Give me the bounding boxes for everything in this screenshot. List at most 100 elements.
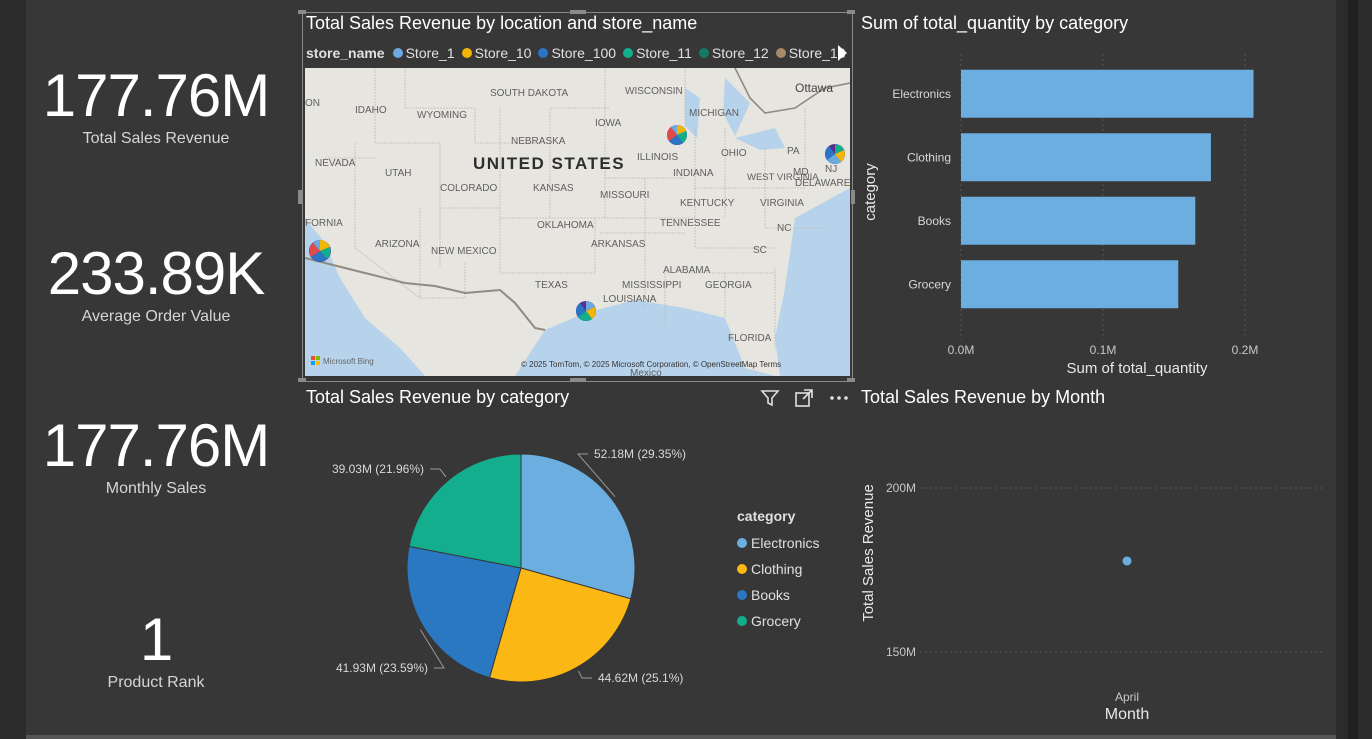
bottom-edge xyxy=(26,735,1336,739)
kpi-card-total-sales[interactable]: 177.76M Total Sales Revenue xyxy=(36,66,276,148)
state-labels: ON IDAHO WYOMING SOUTH DAKOTA WISCONSIN … xyxy=(305,81,850,376)
pie-chart[interactable]: 52.18M (29.35%) 44.62M (25.1%) 41.93M (23.… xyxy=(300,420,730,710)
pie-slice[interactable] xyxy=(520,453,636,600)
y-tick-label: Grocery xyxy=(908,277,951,291)
card-label: Monthly Sales xyxy=(105,480,207,497)
store-marker[interactable] xyxy=(825,144,845,164)
legend-label: Store_1 xyxy=(405,45,455,61)
y-tick-label: 150M xyxy=(886,645,916,659)
legend-label: Electronics xyxy=(751,535,820,551)
leader-line xyxy=(419,629,445,669)
card-value: 233.89K xyxy=(47,240,266,307)
data-point[interactable] xyxy=(1122,556,1132,566)
resize-handle[interactable] xyxy=(570,10,586,14)
country-border xyxy=(305,257,546,331)
legend-item[interactable]: Store_13 xyxy=(775,45,846,61)
legend-item[interactable]: Clothing xyxy=(737,556,819,582)
legend-item[interactable]: Electronics xyxy=(737,530,819,556)
map-label: COLORADO xyxy=(440,183,497,194)
filter-icon[interactable] xyxy=(760,388,780,413)
legend-item[interactable]: Store_12 xyxy=(698,45,769,61)
map-label: KENTUCKY xyxy=(680,198,735,209)
map-label: UTAH xyxy=(385,168,411,179)
resize-handle[interactable] xyxy=(298,378,306,382)
right-edge xyxy=(1336,0,1372,739)
more-options-icon[interactable] xyxy=(828,388,850,413)
map-label: ARKANSAS xyxy=(591,239,646,250)
left-edge xyxy=(0,0,26,739)
resize-handle[interactable] xyxy=(570,378,586,382)
y-tick-label: Clothing xyxy=(907,150,951,164)
bar[interactable] xyxy=(961,196,1196,245)
legend-label: Store_10 xyxy=(474,45,532,61)
card-label: Average Order Value xyxy=(81,308,231,325)
resize-handle[interactable] xyxy=(847,10,855,14)
leader-line xyxy=(430,468,447,478)
map-label: MISSOURI xyxy=(600,190,649,201)
bar[interactable] xyxy=(961,133,1211,182)
legend-dot-icon xyxy=(392,48,403,58)
map-title: Total Sales Revenue by location and stor… xyxy=(306,13,698,33)
pie-slice[interactable] xyxy=(488,567,632,683)
legend-dot-icon xyxy=(737,564,747,574)
store-marker[interactable] xyxy=(667,125,687,145)
legend-dot-icon xyxy=(461,48,472,58)
pie-data-label: 41.93M (23.59%) xyxy=(336,661,428,675)
legend-next-arrow-icon[interactable] xyxy=(838,45,847,61)
legend-dot-icon xyxy=(775,48,786,58)
map-label: NEBRASKA xyxy=(511,136,566,147)
month-chart[interactable]: 200M 150M April Month Total Sales Revenue xyxy=(855,420,1330,730)
legend-label: Store_12 xyxy=(711,45,769,61)
legend-dot-icon xyxy=(737,616,747,626)
bing-logo: Microsoft Bing xyxy=(311,356,374,366)
atlantic-ocean xyxy=(775,188,850,376)
map-area[interactable]: ON IDAHO WYOMING SOUTH DAKOTA WISCONSIN … xyxy=(305,68,850,376)
legend-item[interactable]: Store_1 xyxy=(392,45,455,61)
kpi-card-product-rank[interactable]: 1 Product Rank xyxy=(36,610,276,692)
pacific-ocean xyxy=(305,218,425,376)
map-label: MISSISSIPPI xyxy=(622,280,681,291)
legend-item[interactable]: Store_11 xyxy=(623,45,692,61)
bar-chart[interactable]: 0.0M 0.1M 0.2M Electronics Clothing Books Groc… xyxy=(855,40,1325,380)
legend-label: Store_11 xyxy=(636,45,692,61)
legend-label: Store_100 xyxy=(551,45,617,61)
store-marker[interactable] xyxy=(576,301,596,321)
map-label: NEW MEXICO xyxy=(431,246,497,257)
pie-slice[interactable] xyxy=(406,545,522,679)
map-label: ALABAMA xyxy=(663,265,711,276)
resize-handle[interactable] xyxy=(847,378,855,382)
legend-item[interactable]: Store_100 xyxy=(538,45,616,61)
focus-mode-icon[interactable] xyxy=(794,388,814,413)
leader-line xyxy=(578,670,592,679)
legend-item[interactable]: Store_10 xyxy=(461,45,532,61)
resize-handle[interactable] xyxy=(851,190,855,204)
canada-border xyxy=(734,68,850,114)
bar[interactable] xyxy=(961,260,1179,309)
y-tick-label: 200M xyxy=(886,481,916,495)
map-label: MICHIGAN xyxy=(689,108,739,119)
map-label: FORNIA xyxy=(305,218,343,229)
store-marker[interactable] xyxy=(309,240,331,262)
bing-label: Microsoft Bing xyxy=(323,357,374,366)
pie-slice[interactable] xyxy=(408,453,522,569)
kpi-card-average-order[interactable]: 233.89K Average Order Value xyxy=(36,244,276,326)
map-label: PA xyxy=(787,146,800,157)
legend-label: Books xyxy=(751,587,790,603)
resize-handle[interactable] xyxy=(298,190,302,204)
legend-item[interactable]: Grocery xyxy=(737,608,819,634)
bar[interactable] xyxy=(961,69,1254,118)
legend-item[interactable]: Books xyxy=(737,582,819,608)
month-chart-title: Total Sales Revenue by Month xyxy=(861,387,1106,407)
map-label: TEXAS xyxy=(535,280,568,291)
kpi-card-monthly-sales[interactable]: 177.76M Monthly Sales xyxy=(36,416,276,498)
map-label: WEST VIRGINIA xyxy=(747,172,819,183)
pie-data-label: 39.03M (21.96%) xyxy=(332,462,424,476)
map-label: FLORIDA xyxy=(728,333,772,344)
vertical-scrollbar[interactable] xyxy=(1348,0,1358,739)
bar-chart-title: Sum of total_quantity by category xyxy=(861,13,1129,33)
resize-handle[interactable] xyxy=(298,10,306,14)
pie-legend: category Electronics Clothing Books Groc… xyxy=(737,508,819,634)
pie-chart-title: Total Sales Revenue by category xyxy=(306,387,570,407)
map-label: OKLAHOMA xyxy=(537,220,594,231)
y-axis-title: Total Sales Revenue xyxy=(860,484,877,622)
